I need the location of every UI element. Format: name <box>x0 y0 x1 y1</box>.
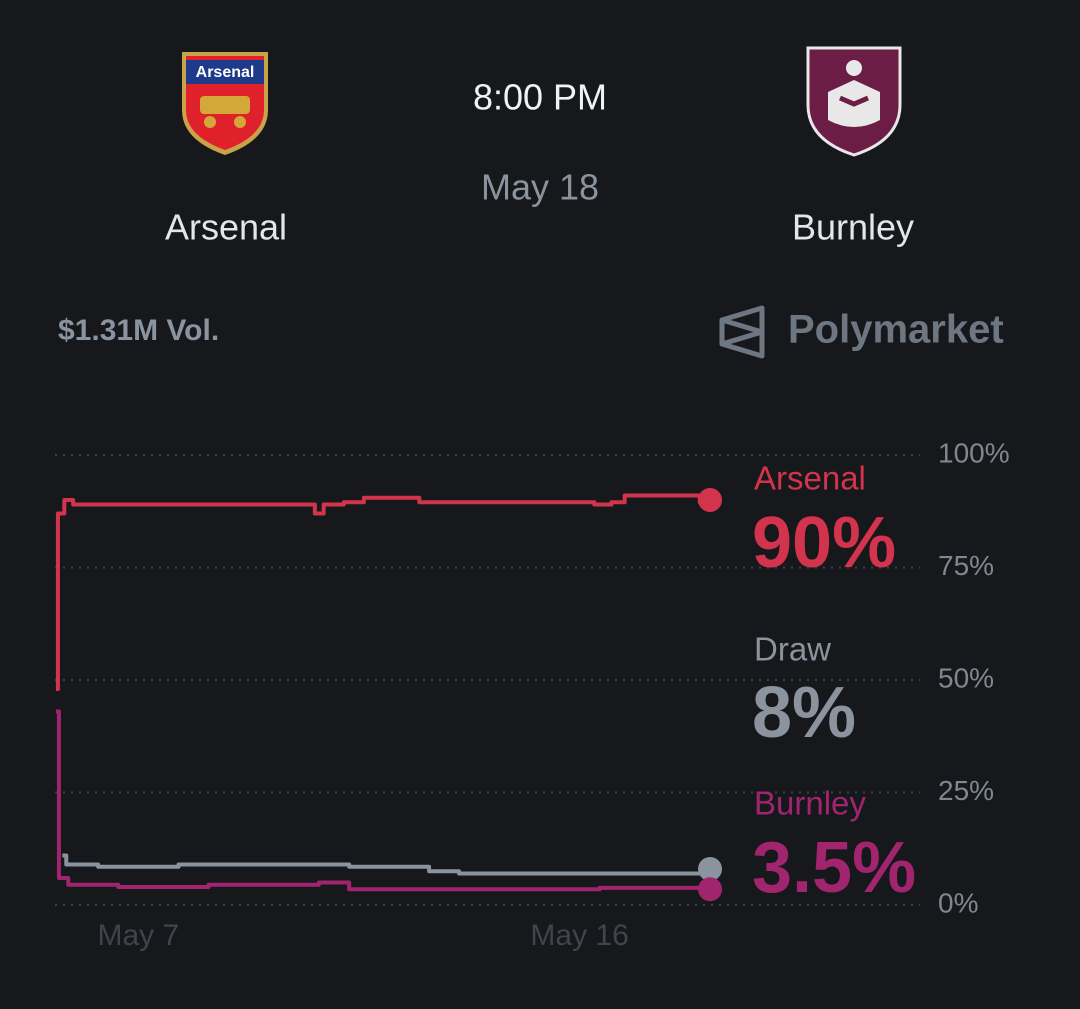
series-line <box>62 853 713 876</box>
y-tick-label: 100% <box>938 437 1010 468</box>
end-dot <box>698 857 723 881</box>
away-crest <box>806 46 902 157</box>
match-date: May 18 <box>481 167 599 208</box>
end-dot <box>698 488 723 512</box>
badge-text: Arsenal <box>196 64 255 81</box>
y-tick-label: 0% <box>938 887 978 918</box>
legend-name: Arsenal <box>754 460 866 497</box>
home-team: Arsenal <box>165 207 287 248</box>
end-dot <box>698 877 723 902</box>
brand: Polymarket <box>788 308 1004 352</box>
volume: $1.31M Vol. <box>58 314 219 347</box>
series-line <box>55 709 713 892</box>
y-tick-label: 75% <box>938 550 994 581</box>
home-crest: Arsenal <box>182 52 268 155</box>
x-tick-label: May 7 <box>97 919 179 952</box>
y-tick-label: 50% <box>938 662 994 693</box>
legend-name: Draw <box>754 631 831 668</box>
match-time: 8:00 PM <box>473 77 607 118</box>
legend-name: Burnley <box>754 785 866 822</box>
y-tick-label: 25% <box>938 775 994 806</box>
current-value: 90% <box>752 503 896 583</box>
current-value: 3.5% <box>752 828 916 908</box>
x-tick-label: May 16 <box>530 919 628 952</box>
series-line <box>55 493 713 691</box>
away-team: Burnley <box>792 207 914 248</box>
brand-logo <box>719 305 765 359</box>
current-value: 8% <box>752 673 856 753</box>
